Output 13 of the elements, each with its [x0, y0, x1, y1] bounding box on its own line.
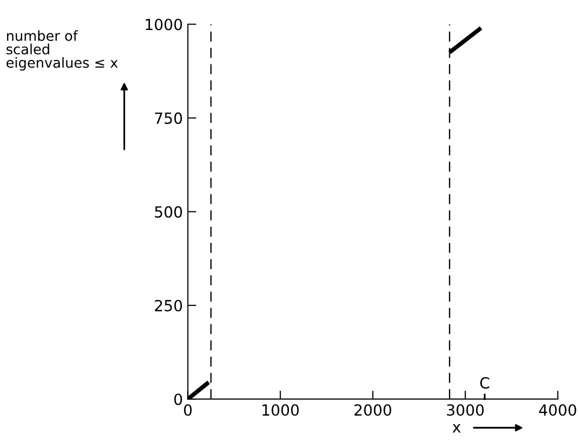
- x-axis-title: x: [452, 424, 461, 433]
- x-tick-label: 2000: [354, 404, 392, 416]
- x-tick-label: 3000: [447, 404, 484, 416]
- x-tick-label: 0: [184, 404, 192, 416]
- y-axis-title: number of scaled eigenvalues ≤ x: [6, 30, 118, 71]
- annotation: C: [480, 377, 490, 389]
- y-tick-label: 750: [155, 112, 182, 124]
- y-tick-label: 500: [155, 206, 182, 218]
- y-tick-label: 1000: [146, 18, 182, 30]
- x-tick-label: 4000: [539, 404, 576, 416]
- y-tick-label: 0: [174, 394, 182, 406]
- y-tick-label: 250: [154, 300, 182, 312]
- x-tick-label: 1000: [262, 404, 299, 416]
